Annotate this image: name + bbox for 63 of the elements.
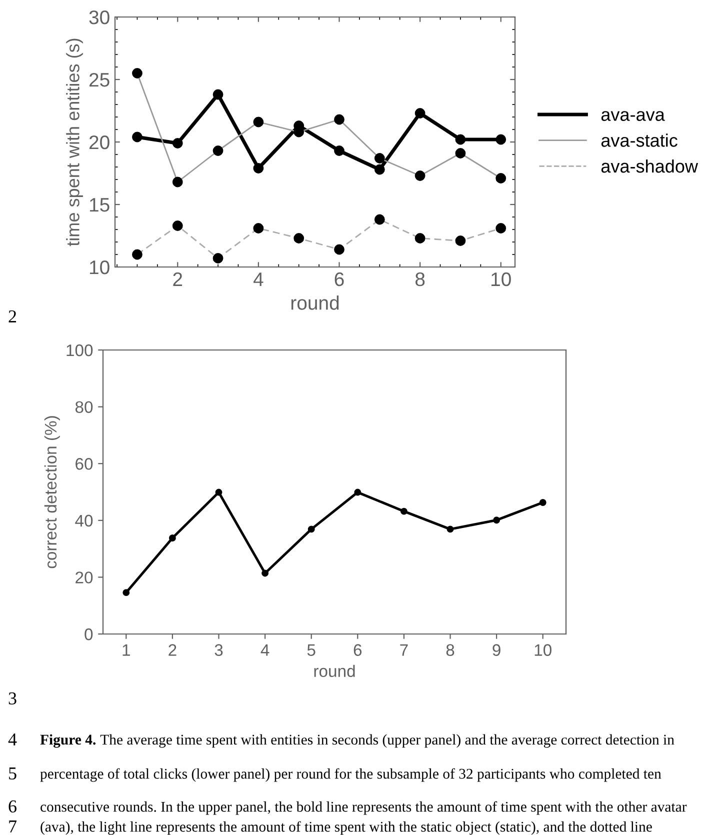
text: 5 (9, 768, 16, 780)
y-tick-label: 25 (89, 72, 110, 87)
point (334, 146, 344, 156)
y-tick-label: 0 (84, 628, 93, 640)
x-tick-label: 5 (307, 644, 316, 656)
point (132, 132, 142, 142)
point (493, 516, 500, 524)
x-tick-label: 9 (492, 644, 500, 656)
y-axis-title: time spent with entities (s) (66, 38, 83, 246)
y-tick-label: 40 (75, 514, 93, 527)
text: 2 (8, 310, 16, 322)
x-tick-label: 7 (400, 644, 408, 656)
point (172, 138, 183, 148)
text: percentage of total clicks (lower panel) per round for the subsample of 32 participants who completed ten (40, 768, 662, 782)
text: (ava), the light line represents the amount of time spent with the static object (static), and the dotted line (40, 821, 652, 835)
x-axis-title: round (314, 664, 355, 678)
point (354, 488, 362, 496)
text: 3 (8, 692, 16, 705)
text: 6 (8, 800, 16, 813)
x-tick-label: 4 (253, 272, 264, 286)
x-tick-label: 2 (168, 644, 176, 656)
point (215, 488, 222, 496)
legend-label: ava-ava (601, 111, 665, 121)
point (539, 499, 546, 506)
point (122, 589, 130, 596)
point (455, 134, 466, 145)
y-tick-label: 100 (66, 344, 93, 356)
x-tick-label: 6 (354, 644, 362, 656)
legend-label: ava-static (601, 134, 678, 147)
point (212, 89, 224, 100)
x-tick-label: 6 (334, 272, 344, 286)
x-tick-label: 10 (534, 644, 552, 656)
x-axis-title: round (291, 296, 339, 310)
y-tick-label: 80 (75, 401, 93, 414)
y-tick-label: 30 (89, 10, 110, 24)
x-tick-label: 8 (415, 272, 425, 286)
y-tick-label: 60 (76, 458, 93, 470)
x-tick-label: 2 (173, 272, 182, 286)
y-axis-title: correct detection (%) (44, 416, 60, 568)
x-tick-label: 3 (214, 644, 223, 656)
text: 7 (9, 820, 17, 832)
point (308, 526, 315, 533)
x-tick-label: 1 (122, 644, 130, 656)
point (253, 163, 264, 174)
y-tick-label: 20 (89, 135, 110, 150)
x-tick-label: 8 (446, 644, 454, 656)
text: 4 (8, 733, 17, 746)
caption: Figure 4. (40, 734, 96, 748)
x-tick-label: 4 (260, 644, 270, 656)
legend-label: ava-shadow (601, 159, 698, 173)
point (446, 526, 454, 533)
y-tick-label: 20 (76, 572, 93, 584)
point (414, 108, 426, 118)
point (168, 534, 176, 542)
text: The average time spent with entities in seconds (upper panel) and the average correct detection in (100, 734, 674, 748)
point (262, 570, 269, 577)
y-tick-label: 10 (90, 260, 110, 274)
point (496, 134, 506, 145)
text: consecutive rounds. In the upper panel, the bold line represents the amount of time spent with the other avatar (40, 801, 687, 815)
y-tick-label: 15 (90, 198, 110, 212)
x-tick-label: 10 (492, 272, 511, 286)
point (374, 164, 385, 175)
point (400, 508, 408, 515)
